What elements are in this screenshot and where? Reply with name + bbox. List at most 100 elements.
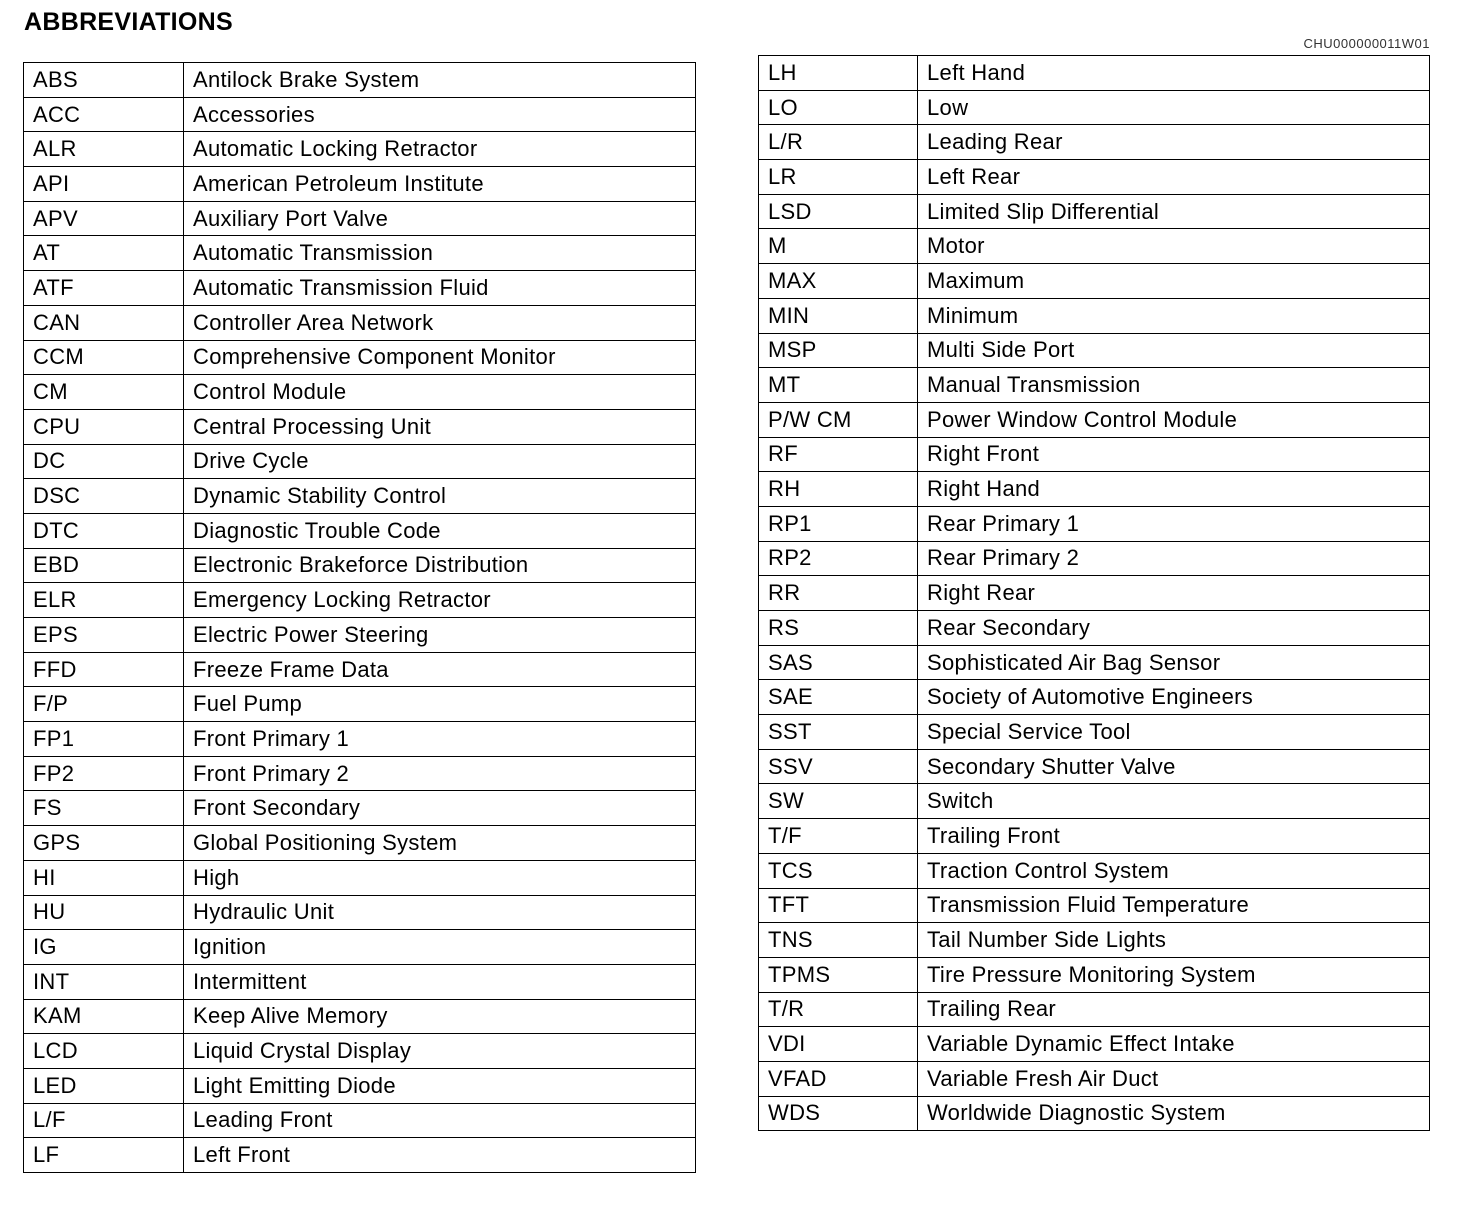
meaning-cell: Central Processing Unit (183, 408, 696, 445)
table-row: RS Rear Secondary (758, 610, 1430, 646)
meaning-cell: Rear Primary 1 (917, 505, 1430, 542)
table-row: FP1 Front Primary 1 (23, 721, 696, 757)
abbreviation-cell: MIN (758, 297, 918, 334)
table-row: CCM Comprehensive Component Monitor (23, 339, 696, 376)
abbreviation-cell: HU (23, 894, 184, 931)
meaning-cell: Automatic Transmission (183, 235, 696, 272)
table-row: TFT Transmission Fluid Temperature (758, 887, 1430, 924)
abbreviation-cell: T/F (758, 818, 918, 854)
meaning-cell: Maximum (917, 263, 1430, 299)
meaning-cell: Leading Rear (917, 124, 1430, 161)
document-code: CHU000000011W01 (1303, 36, 1430, 51)
table-row: DC Drive Cycle (23, 443, 696, 480)
meaning-cell: Dynamic Stability Control (183, 478, 696, 514)
abbreviation-cell: FS (23, 790, 184, 827)
table-row: L/F Leading Front (23, 1102, 696, 1139)
abbreviation-cell: APV (23, 200, 184, 237)
meaning-cell: Minimum (917, 297, 1430, 334)
abbreviation-cell: LF (23, 1137, 184, 1173)
abbreviation-cell: LR (758, 159, 918, 195)
abbreviation-cell: TPMS (758, 956, 918, 993)
abbreviation-cell: T/R (758, 991, 918, 1028)
meaning-cell: Front Primary 2 (183, 755, 696, 792)
table-row: SST Special Service Tool (758, 714, 1430, 750)
table-row: ATF Automatic Transmission Fluid (23, 270, 696, 306)
table-row: CPU Central Processing Unit (23, 408, 696, 445)
table-row: MT Manual Transmission (758, 367, 1430, 403)
abbreviation-cell: SW (758, 783, 918, 820)
meaning-cell: Left Rear (917, 159, 1430, 195)
abbreviation-cell: ALR (23, 131, 184, 168)
abbreviation-cell: INT (23, 963, 184, 1000)
table-row: ALR Automatic Locking Retractor (23, 131, 696, 168)
abbreviation-cell: FP2 (23, 755, 184, 792)
meaning-cell: Right Rear (917, 575, 1430, 611)
meaning-cell: Tail Number Side Lights (917, 922, 1430, 958)
meaning-cell: Comprehensive Component Monitor (183, 339, 696, 376)
meaning-cell: Switch (917, 783, 1430, 820)
table-row: SAE Society of Automotive Engineers (758, 679, 1430, 716)
page-title: ABBREVIATIONS (24, 8, 234, 36)
meaning-cell: Multi Side Port (917, 332, 1430, 369)
table-row: TCS Traction Control System (758, 852, 1430, 889)
abbreviation-cell: MT (758, 367, 918, 403)
table-row: HI High (23, 859, 696, 896)
abbreviation-cell: EBD (23, 547, 184, 584)
table-row: T/R Trailing Rear (758, 991, 1430, 1028)
table-row: CM Control Module (23, 374, 696, 410)
meaning-cell: Fuel Pump (183, 686, 696, 723)
abbreviation-cell: FP1 (23, 721, 184, 757)
meaning-cell: Global Positioning System (183, 825, 696, 861)
table-row: API American Petroleum Institute (23, 166, 696, 202)
meaning-cell: Controller Area Network (183, 304, 696, 341)
abbreviation-cell: LSD (758, 193, 918, 230)
abbreviation-cell: VDI (758, 1026, 918, 1062)
abbreviation-cell: CM (23, 374, 184, 410)
meaning-cell: Electric Power Steering (183, 617, 696, 653)
table-row: SAS Sophisticated Air Bag Sensor (758, 644, 1430, 681)
abbreviation-cell: HI (23, 859, 184, 896)
abbreviation-cell: LCD (23, 1033, 184, 1069)
meaning-cell: Left Hand (917, 55, 1430, 91)
abbreviation-cell: GPS (23, 825, 184, 861)
table-row: SSV Secondary Shutter Valve (758, 748, 1430, 785)
table-row: APV Auxiliary Port Valve (23, 200, 696, 237)
table-row: INT Intermittent (23, 963, 696, 1000)
meaning-cell: Diagnostic Trouble Code (183, 512, 696, 549)
abbreviation-cell: SAE (758, 679, 918, 716)
table-row: FP2 Front Primary 2 (23, 755, 696, 792)
meaning-cell: High (183, 859, 696, 896)
table-row: DSC Dynamic Stability Control (23, 478, 696, 514)
meaning-cell: Auxiliary Port Valve (183, 200, 696, 237)
abbreviation-cell: API (23, 166, 184, 202)
meaning-cell: Hydraulic Unit (183, 894, 696, 931)
table-row: HU Hydraulic Unit (23, 894, 696, 931)
meaning-cell: Drive Cycle (183, 443, 696, 480)
meaning-cell: Automatic Locking Retractor (183, 131, 696, 168)
meaning-cell: Light Emitting Diode (183, 1067, 696, 1104)
table-row: RF Right Front (758, 436, 1430, 473)
abbreviation-cell: CCM (23, 339, 184, 376)
meaning-cell: Leading Front (183, 1102, 696, 1139)
meaning-cell: Rear Primary 2 (917, 540, 1430, 577)
abbreviation-cell: DTC (23, 512, 184, 549)
meaning-cell: Tire Pressure Monitoring System (917, 956, 1430, 993)
table-row: RH Right Hand (758, 471, 1430, 507)
abbreviation-cell: IG (23, 929, 184, 965)
abbreviation-cell: L/F (23, 1102, 184, 1139)
meaning-cell: Right Front (917, 436, 1430, 473)
meaning-cell: Front Secondary (183, 790, 696, 827)
table-row: LCD Liquid Crystal Display (23, 1033, 696, 1069)
abbreviation-cell: RP2 (758, 540, 918, 577)
meaning-cell: Front Primary 1 (183, 721, 696, 757)
table-row: DTC Diagnostic Trouble Code (23, 512, 696, 549)
table-row: MIN Minimum (758, 297, 1430, 334)
meaning-cell: Variable Dynamic Effect Intake (917, 1026, 1430, 1062)
table-row: LO Low (758, 89, 1430, 126)
abbreviation-cell: KAM (23, 998, 184, 1035)
abbreviation-cell: ACC (23, 96, 184, 133)
table-row: LF Left Front (23, 1137, 696, 1173)
abbreviation-cell: ATF (23, 270, 184, 306)
abbreviation-cell: EPS (23, 617, 184, 653)
meaning-cell: Motor (917, 228, 1430, 265)
